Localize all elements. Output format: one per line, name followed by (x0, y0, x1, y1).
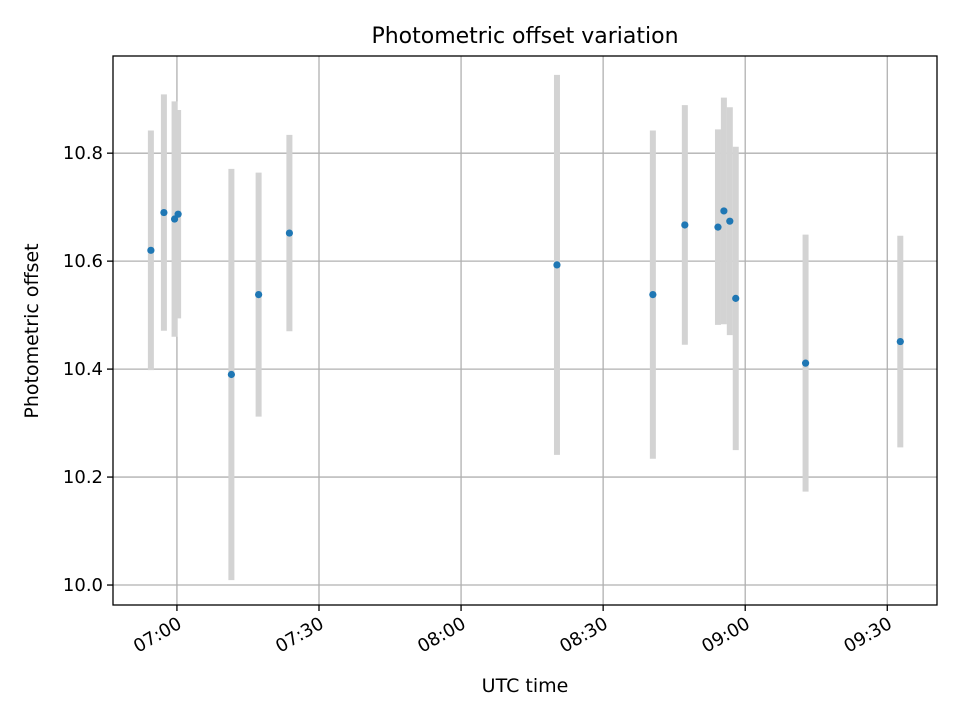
data-point (285, 229, 294, 237)
data-point (147, 246, 155, 254)
y-tick-label: 10.0 (63, 575, 103, 596)
data-point (174, 210, 182, 218)
y-tick-label: 10.8 (63, 143, 103, 164)
y-tick-label: 10.4 (63, 359, 103, 380)
plot-frame (112, 55, 938, 606)
y-tick-label: 10.2 (63, 467, 103, 488)
data-point (720, 207, 728, 215)
data-point (726, 217, 734, 225)
y-axis-label: Photometric offset (21, 243, 43, 418)
data-point (255, 291, 263, 299)
data-point (553, 261, 561, 269)
data-points (147, 207, 904, 379)
data-point (801, 359, 810, 367)
y-axis-ticks: 10.0 10.2 10.4 10.6 10.8 (63, 143, 113, 596)
data-point (160, 208, 168, 217)
data-point (714, 223, 722, 231)
data-point (227, 370, 235, 379)
data-point (681, 221, 689, 229)
data-point (649, 291, 657, 299)
y-tick-label: 10.6 (63, 251, 103, 272)
chart-title: Photometric offset variation (371, 24, 678, 49)
x-axis-label: UTC time (482, 675, 569, 697)
data-point (732, 294, 740, 302)
data-point (896, 337, 904, 346)
